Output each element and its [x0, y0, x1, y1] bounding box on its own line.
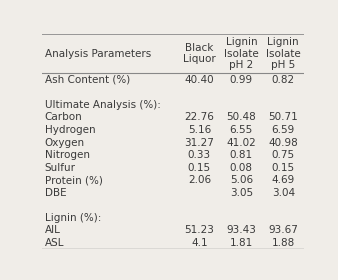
Text: 40.40: 40.40 [185, 75, 214, 85]
Text: Hydrogen: Hydrogen [45, 125, 96, 135]
Text: 3.04: 3.04 [272, 188, 295, 198]
Text: 93.43: 93.43 [226, 225, 256, 235]
Text: 0.15: 0.15 [272, 163, 295, 172]
Text: Ash Content (%): Ash Content (%) [45, 75, 130, 85]
Text: 0.15: 0.15 [188, 163, 211, 172]
Text: Lignin
Isolate
pH 2: Lignin Isolate pH 2 [224, 37, 259, 70]
Text: Carbon: Carbon [45, 112, 82, 122]
Text: 50.48: 50.48 [226, 112, 256, 122]
Text: 0.99: 0.99 [230, 75, 253, 85]
Text: DBE: DBE [45, 188, 67, 198]
Text: 51.23: 51.23 [185, 225, 214, 235]
Text: 4.69: 4.69 [272, 175, 295, 185]
Text: 40.98: 40.98 [268, 137, 298, 148]
Text: 2.06: 2.06 [188, 175, 211, 185]
Text: 0.33: 0.33 [188, 150, 211, 160]
Text: 0.81: 0.81 [230, 150, 253, 160]
Text: 0.75: 0.75 [272, 150, 295, 160]
Text: 0.82: 0.82 [272, 75, 295, 85]
Text: 31.27: 31.27 [185, 137, 214, 148]
Text: 0.08: 0.08 [230, 163, 253, 172]
Text: AIL: AIL [45, 225, 61, 235]
Text: Black
Liquor: Black Liquor [183, 43, 216, 64]
Text: 6.55: 6.55 [230, 125, 253, 135]
Text: Oxygen: Oxygen [45, 137, 85, 148]
Text: Nitrogen: Nitrogen [45, 150, 90, 160]
Text: Ultimate Analysis (%):: Ultimate Analysis (%): [45, 100, 161, 110]
Text: Lignin
Isolate
pH 5: Lignin Isolate pH 5 [266, 37, 300, 70]
Text: 93.67: 93.67 [268, 225, 298, 235]
Text: 6.59: 6.59 [272, 125, 295, 135]
Text: Analysis Parameters: Analysis Parameters [45, 48, 151, 59]
Text: 50.71: 50.71 [268, 112, 298, 122]
Text: 1.88: 1.88 [272, 238, 295, 248]
Text: ASL: ASL [45, 238, 64, 248]
Text: Protein (%): Protein (%) [45, 175, 103, 185]
Text: 22.76: 22.76 [185, 112, 214, 122]
Text: Lignin (%):: Lignin (%): [45, 213, 101, 223]
Text: 5.06: 5.06 [230, 175, 253, 185]
Text: 1.81: 1.81 [230, 238, 253, 248]
Text: 4.1: 4.1 [191, 238, 208, 248]
Text: 3.05: 3.05 [230, 188, 253, 198]
Text: Sulfur: Sulfur [45, 163, 76, 172]
Text: 41.02: 41.02 [226, 137, 256, 148]
Text: 5.16: 5.16 [188, 125, 211, 135]
